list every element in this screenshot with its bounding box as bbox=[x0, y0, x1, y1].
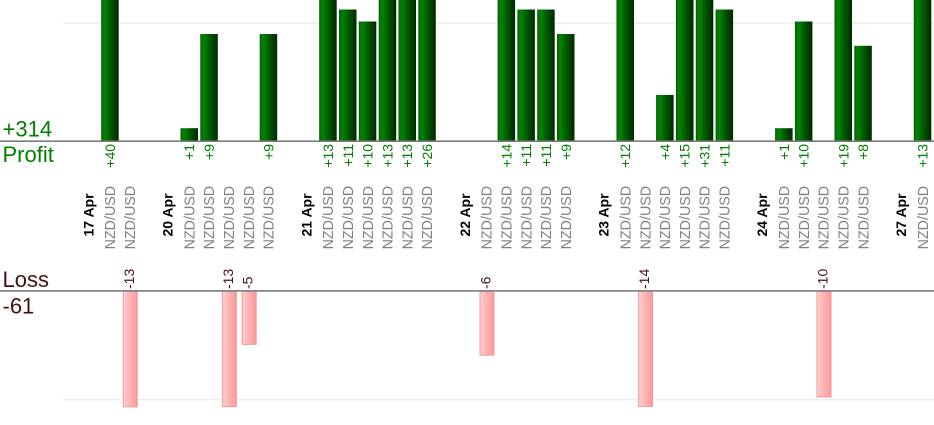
svg-text:Loss: Loss bbox=[3, 267, 49, 292]
svg-text:+11: +11 bbox=[340, 144, 356, 167]
svg-text:NZD/USD: NZD/USD bbox=[500, 186, 516, 250]
svg-text:+10: +10 bbox=[796, 144, 812, 168]
svg-text:17 Apr: 17 Apr bbox=[80, 193, 96, 237]
svg-text:NZD/USD: NZD/USD bbox=[480, 186, 496, 250]
svg-text:+4: +4 bbox=[657, 144, 673, 160]
svg-text:+10: +10 bbox=[360, 144, 376, 168]
svg-text:Profit: Profit bbox=[3, 142, 54, 167]
svg-text:23 Apr: 23 Apr bbox=[596, 193, 612, 237]
svg-text:NZD/USD: NZD/USD bbox=[182, 186, 198, 250]
svg-text:-13: -13 bbox=[220, 269, 236, 289]
svg-text:NZD/USD: NZD/USD bbox=[262, 186, 278, 250]
svg-text:NZD/USD: NZD/USD bbox=[420, 186, 436, 250]
svg-text:NZD/USD: NZD/USD bbox=[718, 186, 734, 250]
svg-text:-10: -10 bbox=[815, 269, 831, 289]
svg-text:+9: +9 bbox=[261, 144, 277, 160]
svg-text:+11: +11 bbox=[518, 144, 534, 167]
svg-text:+8: +8 bbox=[855, 144, 871, 160]
svg-text:+1: +1 bbox=[181, 144, 197, 160]
svg-text:NZD/USD: NZD/USD bbox=[222, 186, 238, 250]
svg-text:NZD/USD: NZD/USD bbox=[777, 186, 793, 250]
svg-text:+11: +11 bbox=[716, 144, 732, 167]
svg-text:24 Apr: 24 Apr bbox=[754, 193, 770, 237]
svg-text:NZD/USD: NZD/USD bbox=[837, 186, 853, 250]
svg-text:NZD/USD: NZD/USD bbox=[797, 186, 813, 250]
svg-text:+13: +13 bbox=[915, 144, 931, 168]
svg-text:NZD/USD: NZD/USD bbox=[341, 186, 357, 250]
svg-text:NZD/USD: NZD/USD bbox=[559, 186, 575, 250]
svg-text:NZD/USD: NZD/USD bbox=[539, 186, 555, 250]
svg-text:-13: -13 bbox=[121, 269, 137, 289]
svg-text:+11: +11 bbox=[538, 144, 554, 167]
svg-text:+31: +31 bbox=[697, 144, 713, 168]
svg-text:22 Apr: 22 Apr bbox=[457, 193, 473, 237]
svg-text:21 Apr: 21 Apr bbox=[298, 193, 314, 237]
svg-text:+26: +26 bbox=[419, 144, 435, 168]
svg-text:-61: -61 bbox=[3, 294, 35, 319]
svg-text:+14: +14 bbox=[498, 144, 514, 168]
svg-text:NZD/USD: NZD/USD bbox=[519, 186, 535, 250]
svg-text:+314: +314 bbox=[3, 116, 53, 141]
svg-text:NZD/USD: NZD/USD bbox=[658, 186, 674, 250]
svg-text:-6: -6 bbox=[478, 276, 494, 289]
svg-text:+12: +12 bbox=[617, 144, 633, 168]
svg-text:+1: +1 bbox=[776, 144, 792, 160]
svg-text:20 Apr: 20 Apr bbox=[160, 193, 176, 237]
svg-text:NZD/USD: NZD/USD bbox=[103, 186, 119, 250]
svg-text:NZD/USD: NZD/USD bbox=[619, 186, 635, 250]
svg-text:-14: -14 bbox=[636, 269, 652, 289]
svg-text:-5: -5 bbox=[240, 276, 256, 289]
svg-text:+13: +13 bbox=[399, 144, 415, 168]
svg-text:NZD/USD: NZD/USD bbox=[242, 186, 258, 250]
svg-text:NZD/USD: NZD/USD bbox=[817, 186, 833, 250]
svg-text:+13: +13 bbox=[320, 144, 336, 168]
svg-text:NZD/USD: NZD/USD bbox=[698, 186, 714, 250]
svg-text:+40: +40 bbox=[102, 144, 118, 168]
svg-text:+9: +9 bbox=[201, 144, 217, 160]
svg-text:NZD/USD: NZD/USD bbox=[638, 186, 654, 250]
svg-text:NZD/USD: NZD/USD bbox=[400, 186, 416, 250]
svg-text:NZD/USD: NZD/USD bbox=[381, 186, 397, 250]
svg-text:+13: +13 bbox=[379, 144, 395, 168]
svg-text:NZD/USD: NZD/USD bbox=[123, 186, 139, 250]
svg-text:NZD/USD: NZD/USD bbox=[678, 186, 694, 250]
svg-text:NZD/USD: NZD/USD bbox=[916, 186, 932, 250]
svg-text:NZD/USD: NZD/USD bbox=[321, 186, 337, 250]
svg-text:+19: +19 bbox=[835, 144, 851, 168]
svg-text:27 Apr: 27 Apr bbox=[893, 193, 909, 237]
svg-text:+9: +9 bbox=[558, 144, 574, 160]
svg-text:+15: +15 bbox=[677, 144, 693, 168]
svg-text:NZD/USD: NZD/USD bbox=[202, 186, 218, 250]
svg-text:NZD/USD: NZD/USD bbox=[361, 186, 377, 250]
svg-text:NZD/USD: NZD/USD bbox=[856, 186, 872, 250]
